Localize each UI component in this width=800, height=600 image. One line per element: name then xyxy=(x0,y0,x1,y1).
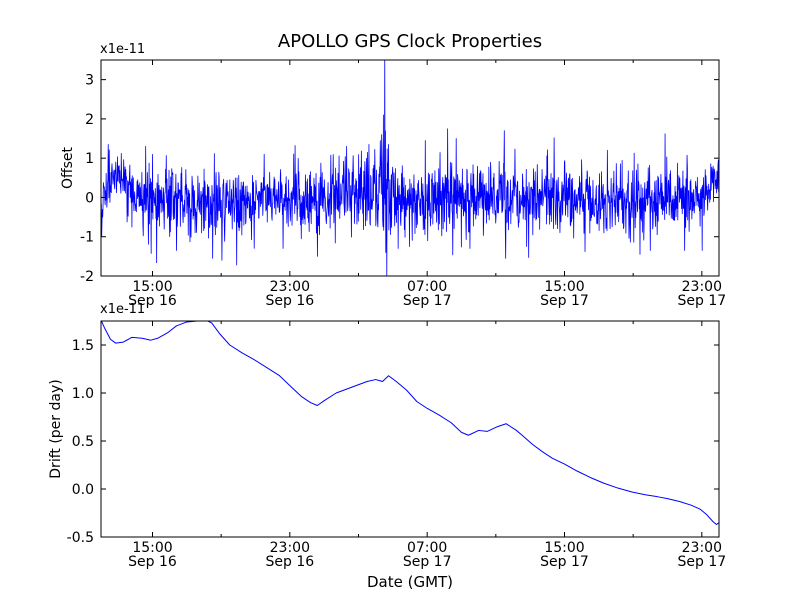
x-tick-date-label: Sep 16 xyxy=(128,554,177,570)
x-tick-date-label: Sep 17 xyxy=(403,293,452,309)
x-tick-date-label: Sep 17 xyxy=(540,554,589,570)
y-tick-label: 1 xyxy=(85,151,94,167)
x-tick-time-label: 23:00 xyxy=(682,540,722,556)
x-tick-date-label: Sep 16 xyxy=(266,293,315,309)
drift-axis-label: Drift (per day) xyxy=(48,379,64,479)
y-tick-label: 1.5 xyxy=(72,338,94,354)
x-tick-time-label: 23:00 xyxy=(270,540,310,556)
x-tick-time-label: 15:00 xyxy=(132,540,172,556)
offset-axis-label: Offset xyxy=(60,146,76,190)
x-tick-date-label: Sep 17 xyxy=(678,293,727,309)
x-tick-time-label: 15:00 xyxy=(544,279,584,295)
x-tick-time-label: 15:00 xyxy=(132,279,172,295)
x-tick-date-label: Sep 16 xyxy=(266,554,315,570)
x-tick-time-label: 15:00 xyxy=(544,540,584,556)
x-tick-time-label: 07:00 xyxy=(407,540,447,556)
y-tick-label: -0.5 xyxy=(67,530,94,546)
x-tick-date-label: Sep 17 xyxy=(540,293,589,309)
x-tick-time-label: 23:00 xyxy=(270,279,310,295)
chart-title: APOLLO GPS Clock Properties xyxy=(277,31,543,52)
x-tick-time-label: 07:00 xyxy=(407,279,447,295)
drift-series-line xyxy=(101,321,719,526)
x-tick-date-label: Sep 17 xyxy=(678,554,727,570)
y-tick-label: 0 xyxy=(85,190,94,206)
x-tick-date-label: Sep 16 xyxy=(128,293,177,309)
y-tick-label: 1.0 xyxy=(72,386,94,402)
offset-scale-label-bottom: x1e-11 xyxy=(100,302,146,317)
date-axis-label: Date (GMT) xyxy=(366,573,454,591)
y-tick-label: -1 xyxy=(80,230,94,246)
offset-scale-label-top: x1e-11 xyxy=(100,42,146,57)
y-tick-label: 3 xyxy=(85,73,94,89)
y-tick-label: 0.0 xyxy=(72,482,94,498)
offset-plot-frame xyxy=(100,59,720,277)
y-tick-label: 0.5 xyxy=(72,434,94,450)
drift-plot-frame xyxy=(100,320,720,538)
y-tick-label: 2 xyxy=(85,112,94,128)
x-tick-time-label: 23:00 xyxy=(682,279,722,295)
x-tick-date-label: Sep 17 xyxy=(403,554,452,570)
offset-series-line xyxy=(101,60,719,276)
y-tick-label: -2 xyxy=(80,269,94,285)
